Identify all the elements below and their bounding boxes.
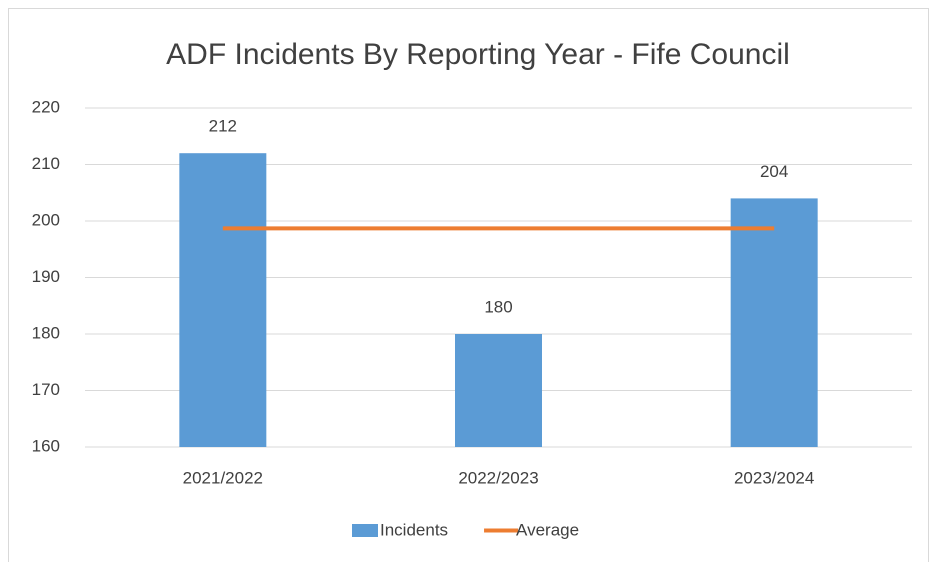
y-tick-label: 170 <box>32 380 60 399</box>
y-tick-label: 210 <box>32 154 60 173</box>
x-tick-label: 2023/2024 <box>734 468 814 487</box>
legend-label: Incidents <box>380 520 448 539</box>
y-tick-label: 160 <box>32 436 60 455</box>
y-tick-label: 220 <box>32 97 60 116</box>
data-label: 212 <box>209 117 237 136</box>
legend-label: Average <box>516 520 579 539</box>
data-label: 180 <box>484 297 512 316</box>
bar <box>730 198 818 447</box>
bar <box>455 334 542 447</box>
y-tick-label: 190 <box>32 267 60 286</box>
data-label: 204 <box>760 162 788 181</box>
legend-swatch <box>352 524 378 537</box>
x-tick-label: 2022/2023 <box>458 468 538 487</box>
x-tick-label: 2021/2022 <box>183 468 263 487</box>
bar <box>179 153 267 447</box>
y-tick-label: 200 <box>32 210 60 229</box>
chart-title: ADF Incidents By Reporting Year - Fife C… <box>166 38 790 71</box>
y-tick-label: 180 <box>32 323 60 342</box>
